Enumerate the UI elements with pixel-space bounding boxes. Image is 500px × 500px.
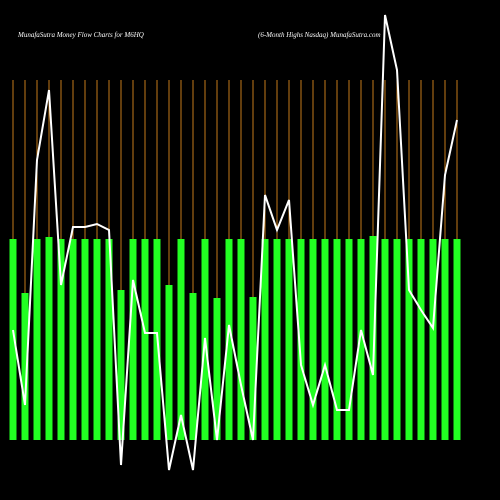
bar [357, 239, 365, 440]
bar [237, 239, 245, 440]
bar [249, 297, 257, 440]
bar [141, 239, 149, 440]
bar [273, 239, 281, 440]
bar [441, 239, 449, 440]
bar [405, 239, 413, 440]
bar [213, 298, 221, 440]
bar [345, 239, 353, 440]
bar [297, 239, 305, 440]
bar [321, 239, 329, 440]
money-flow-line [12, 14, 458, 471]
chart-title: MunafaSutra Money Flow Charts for M6HQ [17, 31, 144, 39]
bar [69, 239, 77, 440]
bar [333, 239, 341, 440]
bar [117, 290, 125, 440]
bar [129, 239, 137, 440]
bar [105, 239, 113, 440]
bar [285, 239, 293, 440]
bar [417, 239, 425, 440]
bar [33, 239, 41, 440]
bar [177, 239, 185, 440]
bar [381, 239, 389, 440]
bar [9, 239, 17, 440]
bar [261, 239, 269, 440]
bar [225, 239, 233, 440]
bar [189, 293, 197, 440]
bar [429, 239, 437, 440]
chart-subtitle: (6-Month Highs Nasdaq) MunafaSutra.com [258, 31, 381, 39]
bar [81, 239, 89, 440]
bar [393, 239, 401, 440]
bar [57, 239, 65, 440]
bar [453, 239, 461, 440]
bar [165, 285, 173, 440]
bar [45, 237, 53, 440]
bar [309, 239, 317, 440]
bar [93, 239, 101, 440]
bar [21, 293, 29, 440]
bar [369, 236, 377, 440]
